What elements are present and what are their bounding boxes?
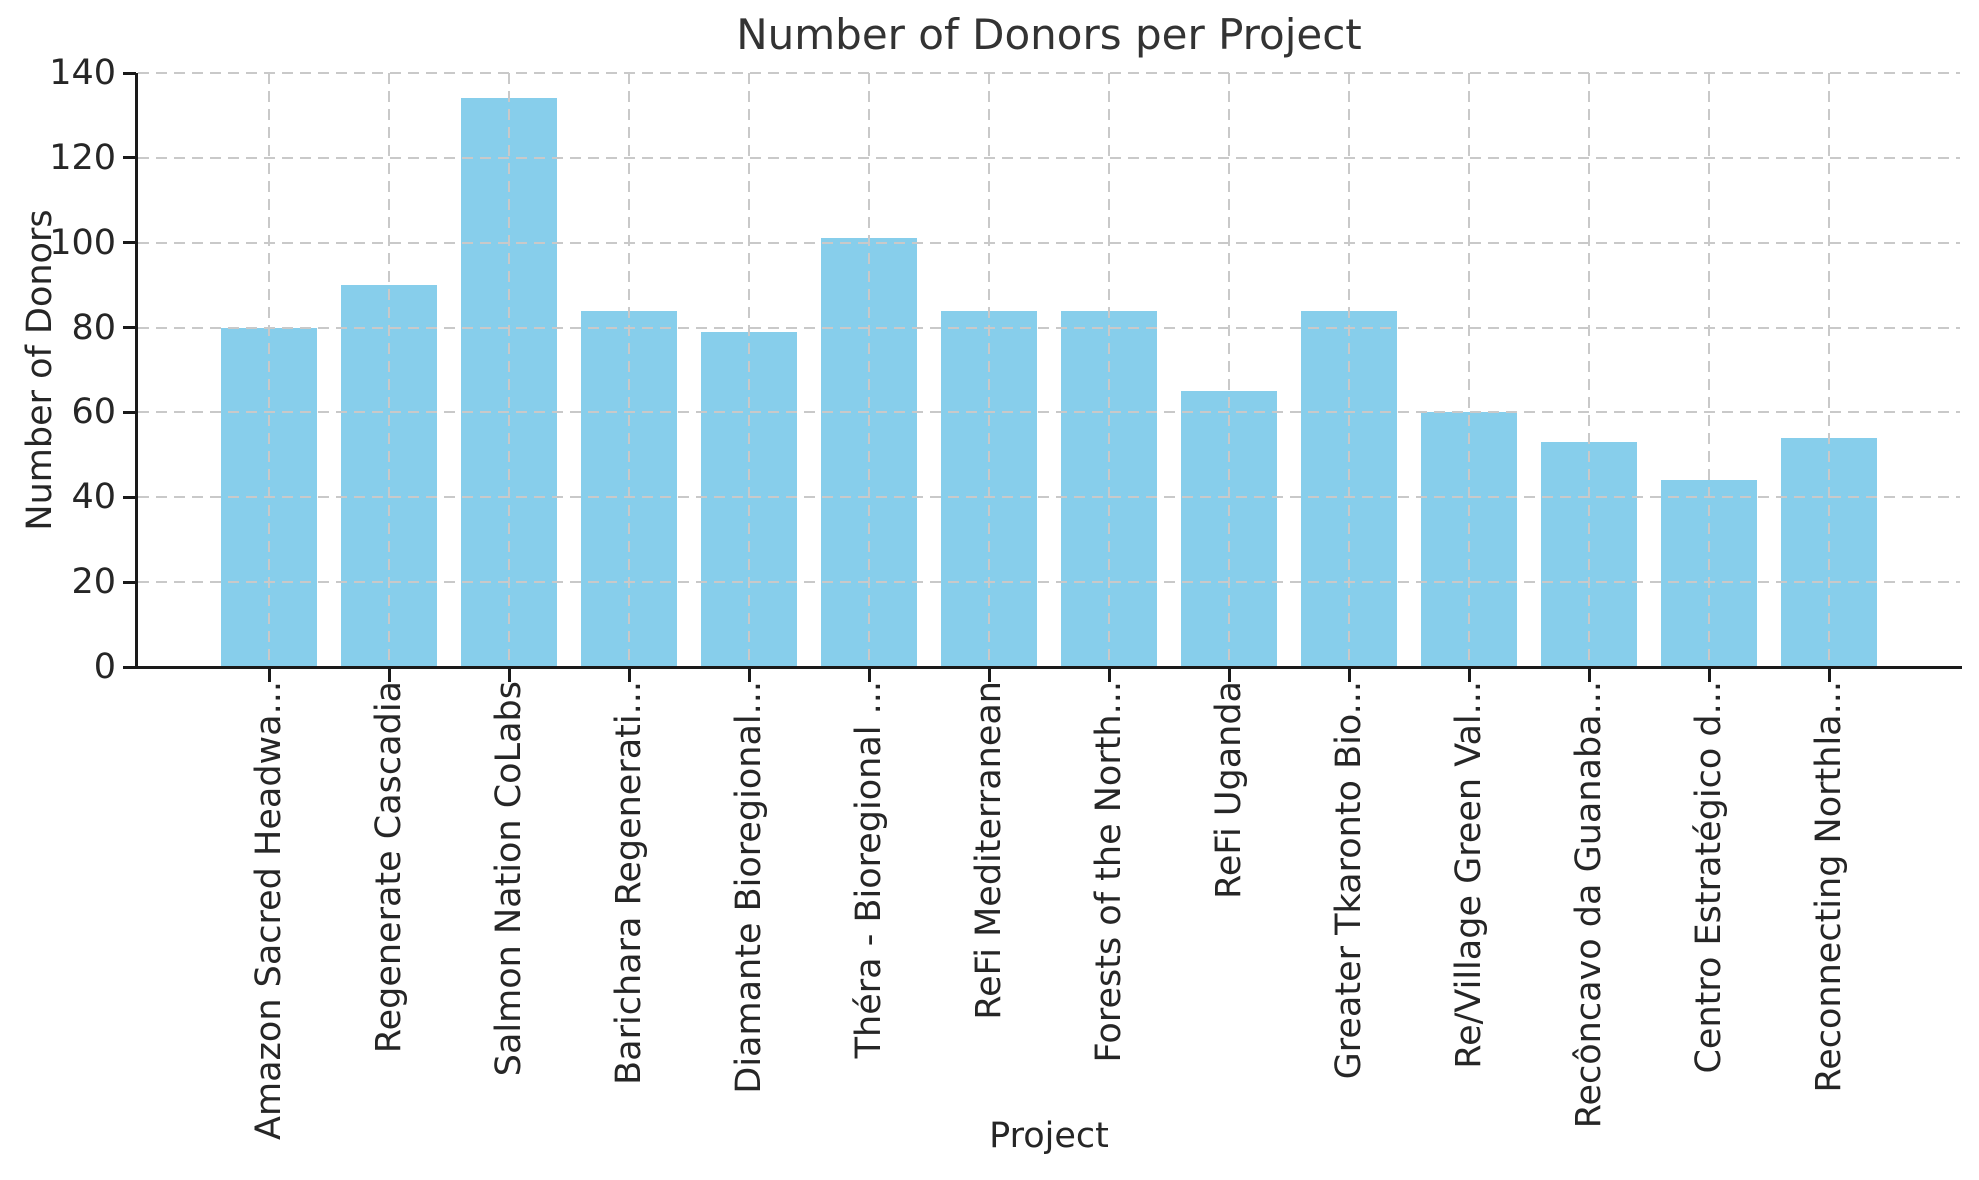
- y-tick-label: 20: [71, 562, 116, 603]
- x-tick-label: ReFi Uganda: [1208, 681, 1249, 899]
- y-tick-label: 60: [71, 392, 116, 433]
- gridline-horizontal: [138, 241, 1960, 244]
- x-tick-mark: [867, 669, 871, 682]
- gridline-horizontal: [138, 72, 1960, 74]
- y-tick-label: 80: [71, 307, 116, 348]
- gridline-vertical: [1228, 73, 1230, 667]
- x-tick-label: Reconnecting Northla...: [1808, 681, 1849, 1093]
- gridline-vertical: [748, 73, 750, 667]
- x-tick-label: Théra - Bioregional ...: [848, 681, 889, 1059]
- y-tick-label: 120: [49, 137, 116, 178]
- x-tick-mark: [1347, 669, 1351, 682]
- x-tick-label: Regenerate Cascadia: [368, 681, 409, 1054]
- gridline-vertical: [388, 73, 390, 667]
- x-tick-label: Diamante Bioregional...: [728, 681, 769, 1094]
- x-tick-label: Recôncavo da Guanaba...: [1568, 681, 1609, 1129]
- gridline-vertical: [1108, 73, 1110, 667]
- x-axis-spine: [135, 666, 1962, 669]
- x-tick-label: Greater Tkaronto Bio...: [1328, 681, 1369, 1080]
- x-tick-label: Centro Estratégico d...: [1688, 681, 1729, 1074]
- y-tick-label: 0: [93, 647, 116, 687]
- gridline-vertical: [1828, 73, 1830, 667]
- gridline-vertical: [868, 73, 870, 667]
- x-tick-mark: [1827, 669, 1831, 682]
- y-tick-mark: [123, 241, 136, 245]
- x-tick-mark: [1707, 669, 1711, 682]
- gridline-vertical: [628, 73, 630, 667]
- x-tick-label: Barichara Regenerati...: [608, 681, 649, 1085]
- x-tick-mark: [1587, 669, 1591, 682]
- gridline-vertical: [988, 73, 990, 667]
- gridline-vertical: [1468, 73, 1470, 667]
- x-tick-mark: [1107, 669, 1111, 682]
- x-tick-mark: [1467, 669, 1471, 682]
- x-tick-mark: [747, 669, 751, 682]
- gridline-horizontal: [138, 326, 1960, 329]
- x-tick-mark: [507, 669, 511, 682]
- gridline-vertical: [268, 73, 270, 667]
- y-tick-label: 100: [49, 222, 116, 263]
- y-axis-label: Number of Donors: [20, 209, 60, 531]
- y-tick-mark: [123, 495, 136, 499]
- y-tick-label: 140: [49, 53, 116, 93]
- x-tick-mark: [267, 669, 271, 682]
- plot-area: [138, 72, 1960, 667]
- x-axis-label: Project: [989, 1116, 1109, 1156]
- gridline-horizontal: [138, 411, 1960, 414]
- x-tick-mark: [1227, 669, 1231, 682]
- y-tick-mark: [123, 580, 136, 584]
- chart-title: Number of Donors per Project: [736, 10, 1362, 59]
- x-tick-label: Salmon Nation CoLabs: [488, 681, 529, 1077]
- gridline-vertical: [1348, 73, 1350, 667]
- y-axis-spine: [135, 73, 138, 669]
- gridline-vertical: [1588, 73, 1590, 667]
- x-tick-mark: [387, 669, 391, 682]
- gridline-horizontal: [138, 156, 1960, 159]
- x-tick-label: ReFi Mediterranean: [968, 681, 1009, 1020]
- gridline-horizontal: [138, 496, 1960, 499]
- y-tick-mark: [123, 156, 136, 160]
- x-tick-mark: [987, 669, 991, 682]
- y-tick-label: 40: [71, 477, 116, 518]
- gridline-horizontal: [138, 581, 1960, 584]
- y-tick-mark: [123, 665, 136, 669]
- x-tick-label: Amazon Sacred Headwa...: [248, 681, 289, 1140]
- x-tick-mark: [627, 669, 631, 682]
- x-tick-label: Forests of the North...: [1088, 681, 1129, 1063]
- y-tick-mark: [123, 326, 136, 330]
- gridline-vertical: [1708, 73, 1710, 667]
- x-tick-label: Re/Village Green Val...: [1448, 681, 1489, 1069]
- y-tick-mark: [123, 410, 136, 414]
- gridline-vertical: [508, 73, 510, 667]
- y-tick-mark: [123, 71, 136, 75]
